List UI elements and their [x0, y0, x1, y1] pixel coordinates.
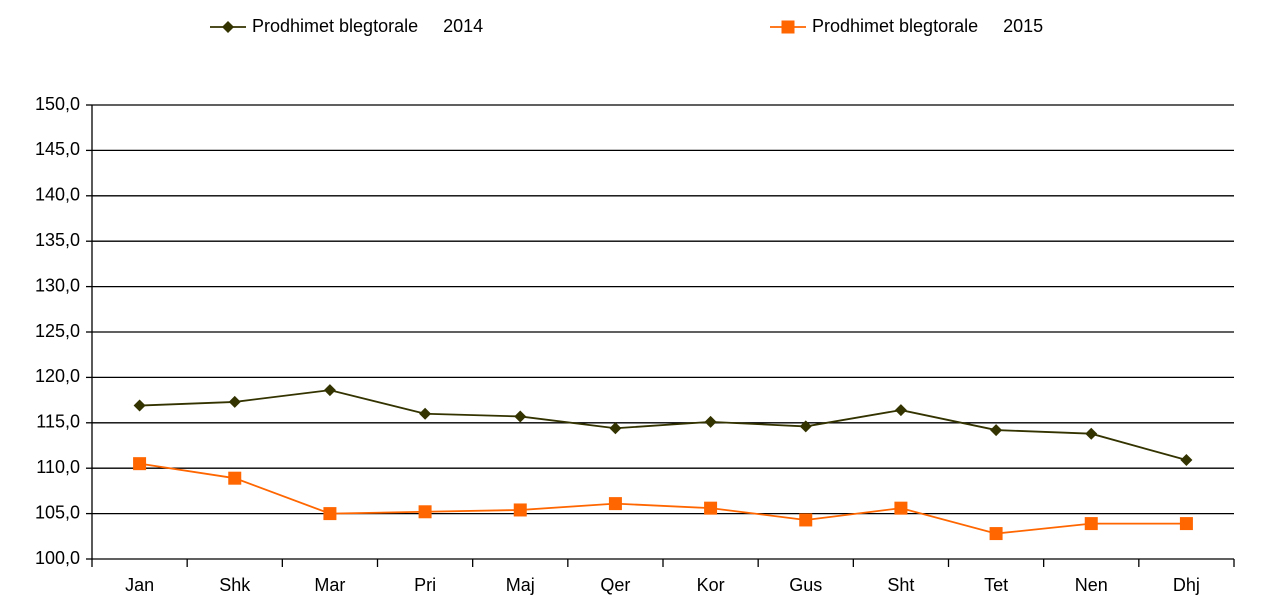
x-tick-label: Dhj	[1173, 575, 1200, 595]
marker	[608, 497, 622, 511]
y-tick-label: 110,0	[36, 457, 80, 477]
legend-label: Prodhimet blegtorale 2014	[252, 16, 483, 36]
x-tick-label: Tet	[984, 575, 1008, 595]
marker	[323, 507, 337, 521]
legend-label: Prodhimet blegtorale 2015	[812, 16, 1043, 36]
x-tick-label: Kor	[697, 575, 725, 595]
marker	[704, 501, 718, 515]
marker	[222, 21, 234, 33]
series-line	[139, 462, 1187, 535]
x-tick-label: Jan	[125, 575, 154, 595]
marker	[799, 513, 813, 527]
marker	[514, 410, 527, 423]
marker	[989, 527, 1003, 541]
marker	[228, 471, 242, 485]
series-line	[139, 389, 1187, 461]
marker	[133, 457, 147, 471]
marker	[133, 399, 146, 412]
marker	[894, 404, 907, 417]
marker	[1180, 454, 1193, 467]
marker	[990, 424, 1003, 437]
x-tick-label: Mar	[314, 575, 345, 595]
marker	[228, 395, 241, 408]
y-tick-label: 105,0	[35, 502, 80, 522]
marker	[513, 503, 527, 517]
x-tick-label: Maj	[506, 575, 535, 595]
marker	[419, 407, 432, 420]
x-tick-label: Sht	[887, 575, 914, 595]
y-tick-label: 150,0	[35, 94, 80, 114]
y-tick-label: 120,0	[35, 366, 80, 386]
x-tick-label: Gus	[789, 575, 822, 595]
y-tick-label: 130,0	[35, 275, 80, 295]
y-tick-label: 145,0	[35, 139, 80, 159]
marker	[1085, 427, 1098, 440]
marker	[609, 422, 622, 435]
y-tick-label: 100,0	[35, 548, 80, 568]
marker	[781, 20, 795, 34]
y-tick-label: 135,0	[35, 230, 80, 250]
marker	[894, 501, 908, 515]
marker	[323, 384, 336, 397]
marker	[1084, 517, 1098, 531]
y-tick-label: 140,0	[35, 185, 80, 205]
marker	[418, 505, 432, 519]
y-tick-label: 115,0	[36, 412, 80, 432]
marker	[704, 415, 717, 428]
x-tick-label: Qer	[600, 575, 630, 595]
marker	[1179, 517, 1193, 531]
x-tick-label: Pri	[414, 575, 436, 595]
y-tick-label: 125,0	[35, 321, 80, 341]
x-tick-label: Shk	[219, 575, 251, 595]
x-tick-label: Nen	[1075, 575, 1108, 595]
marker	[799, 420, 812, 433]
